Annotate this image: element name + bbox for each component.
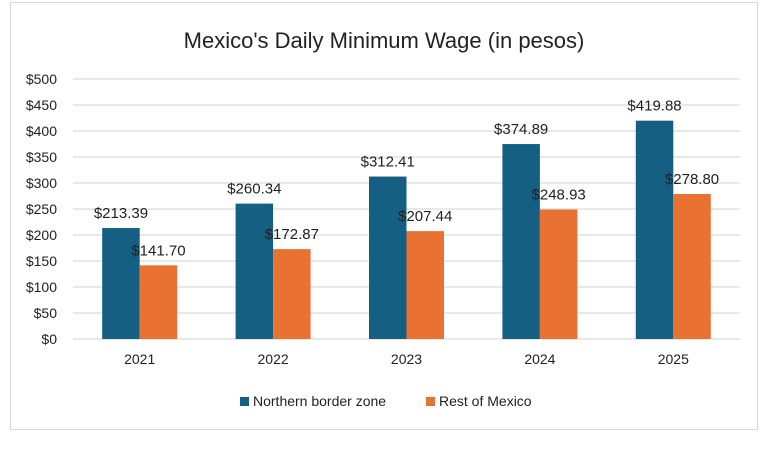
x-tick-label: 2021 [124, 351, 155, 367]
y-tick-label: $50 [34, 305, 58, 321]
legend-swatch [240, 397, 249, 406]
y-tick-label: $150 [26, 253, 57, 269]
bar-northern-border-zone [635, 120, 674, 339]
data-label: $260.34 [227, 181, 281, 198]
chart-title: Mexico's Daily Minimum Wage (in pesos) [184, 28, 585, 53]
legend-label: Rest of Mexico [439, 393, 532, 409]
y-tick-label: $100 [26, 279, 57, 295]
x-tick-label: 2022 [258, 351, 289, 367]
data-label: $172.87 [265, 226, 319, 243]
data-label: $213.39 [94, 205, 148, 222]
data-label: $419.88 [627, 98, 681, 115]
bar-northern-border-zone [502, 144, 540, 339]
data-label: $207.44 [398, 208, 452, 225]
data-label: $248.93 [532, 187, 586, 204]
y-tick-label: $500 [26, 71, 57, 87]
x-tick-label: 2024 [524, 351, 555, 367]
bar-rest-of-mexico [539, 209, 578, 339]
bar-rest-of-mexico [406, 231, 444, 339]
bar-northern-border-zone [369, 176, 407, 339]
legend-swatch [426, 397, 435, 406]
y-tick-label: $200 [26, 227, 57, 243]
chart-frame [10, 2, 758, 430]
x-tick-label: 2023 [391, 351, 422, 367]
bar-rest-of-mexico [673, 194, 711, 339]
data-label: $312.41 [361, 154, 415, 171]
y-tick-label: $350 [26, 149, 57, 165]
data-label: $278.80 [665, 171, 719, 188]
bar-northern-border-zone [102, 228, 140, 339]
y-tick-label: $450 [26, 97, 57, 113]
x-tick-label: 2025 [658, 351, 689, 367]
y-tick-label: $300 [26, 175, 57, 191]
bar-rest-of-mexico [273, 249, 311, 339]
bar-rest-of-mexico [139, 265, 178, 339]
data-label: $374.89 [494, 121, 548, 138]
y-tick-label: $250 [26, 201, 57, 217]
bar-northern-border-zone [235, 203, 274, 339]
y-tick-label: $0 [41, 331, 57, 347]
y-tick-label: $400 [26, 123, 57, 139]
data-label: $141.70 [131, 242, 185, 259]
legend-label: Northern border zone [253, 393, 386, 409]
